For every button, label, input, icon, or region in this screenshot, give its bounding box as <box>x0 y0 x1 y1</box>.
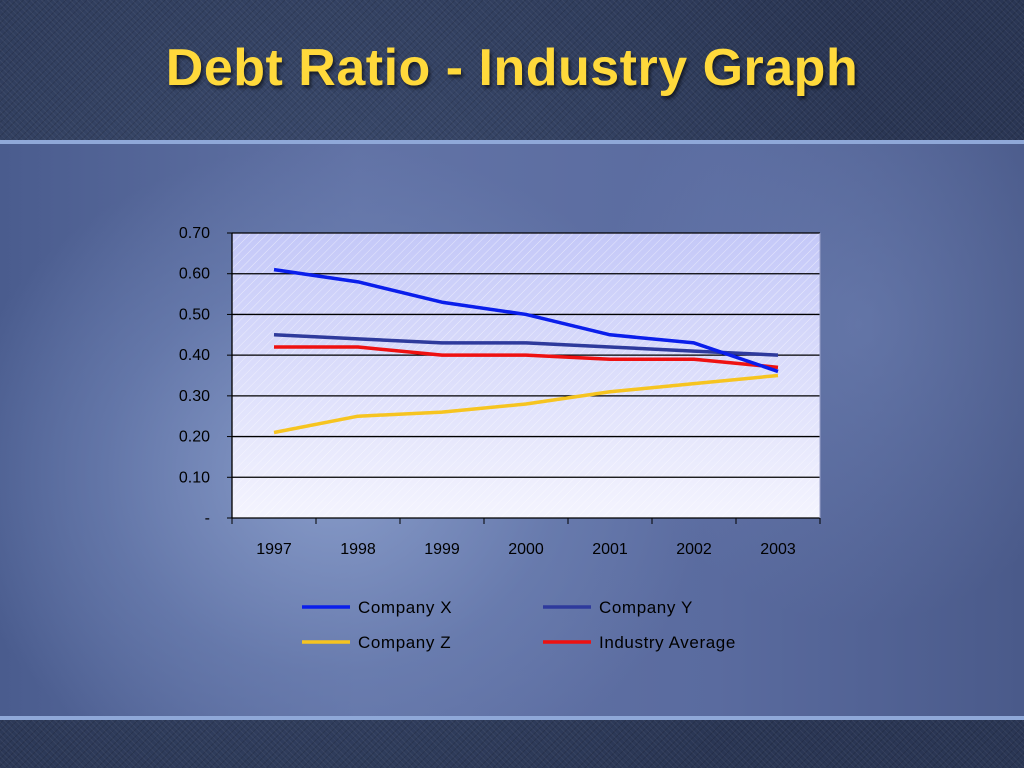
x-tick-label: 1999 <box>424 541 460 558</box>
y-tick-label: 0.30 <box>179 388 210 405</box>
y-tick-label: 0.60 <box>179 266 210 283</box>
y-tick-label: - <box>205 510 210 527</box>
legend: Company X Company Y Company Z Industry Aver… <box>302 598 736 652</box>
y-tick-label: 0.20 <box>179 429 210 446</box>
x-tick-label: 2001 <box>592 541 628 558</box>
legend-label-company-z: Company Z <box>358 633 451 652</box>
y-tick-label: 0.10 <box>179 469 210 486</box>
x-tick-label: 2000 <box>508 541 544 558</box>
legend-label-company-y: Company Y <box>599 598 693 617</box>
series-line-company-y <box>273 333 779 357</box>
x-tick-label: 2002 <box>676 541 712 558</box>
series-lines <box>273 267 779 435</box>
series-line-industry-average <box>274 345 779 370</box>
series-line-company-z <box>273 373 779 435</box>
y-tick-label: 0.50 <box>179 306 210 323</box>
slide-title: Debt Ratio - Industry Graph <box>165 39 859 97</box>
x-tick-label: 2003 <box>760 541 796 558</box>
legend-label-company-x: Company X <box>358 598 452 617</box>
y-tick-labels: - 0.10 0.20 0.30 0.40 0.50 0.60 0.70 <box>179 225 210 527</box>
y-tick-label: 0.70 <box>179 225 210 242</box>
axes <box>227 232 821 524</box>
series-line-company-x <box>273 267 779 374</box>
x-tick-label: 1998 <box>340 541 376 558</box>
x-tick-labels: 1997 1998 1999 2000 2001 2002 2003 <box>256 541 796 558</box>
y-tick-label: 0.40 <box>179 347 210 364</box>
x-tick-label: 1997 <box>256 541 292 558</box>
legend-label-industry-average: Industry Average <box>599 633 736 652</box>
